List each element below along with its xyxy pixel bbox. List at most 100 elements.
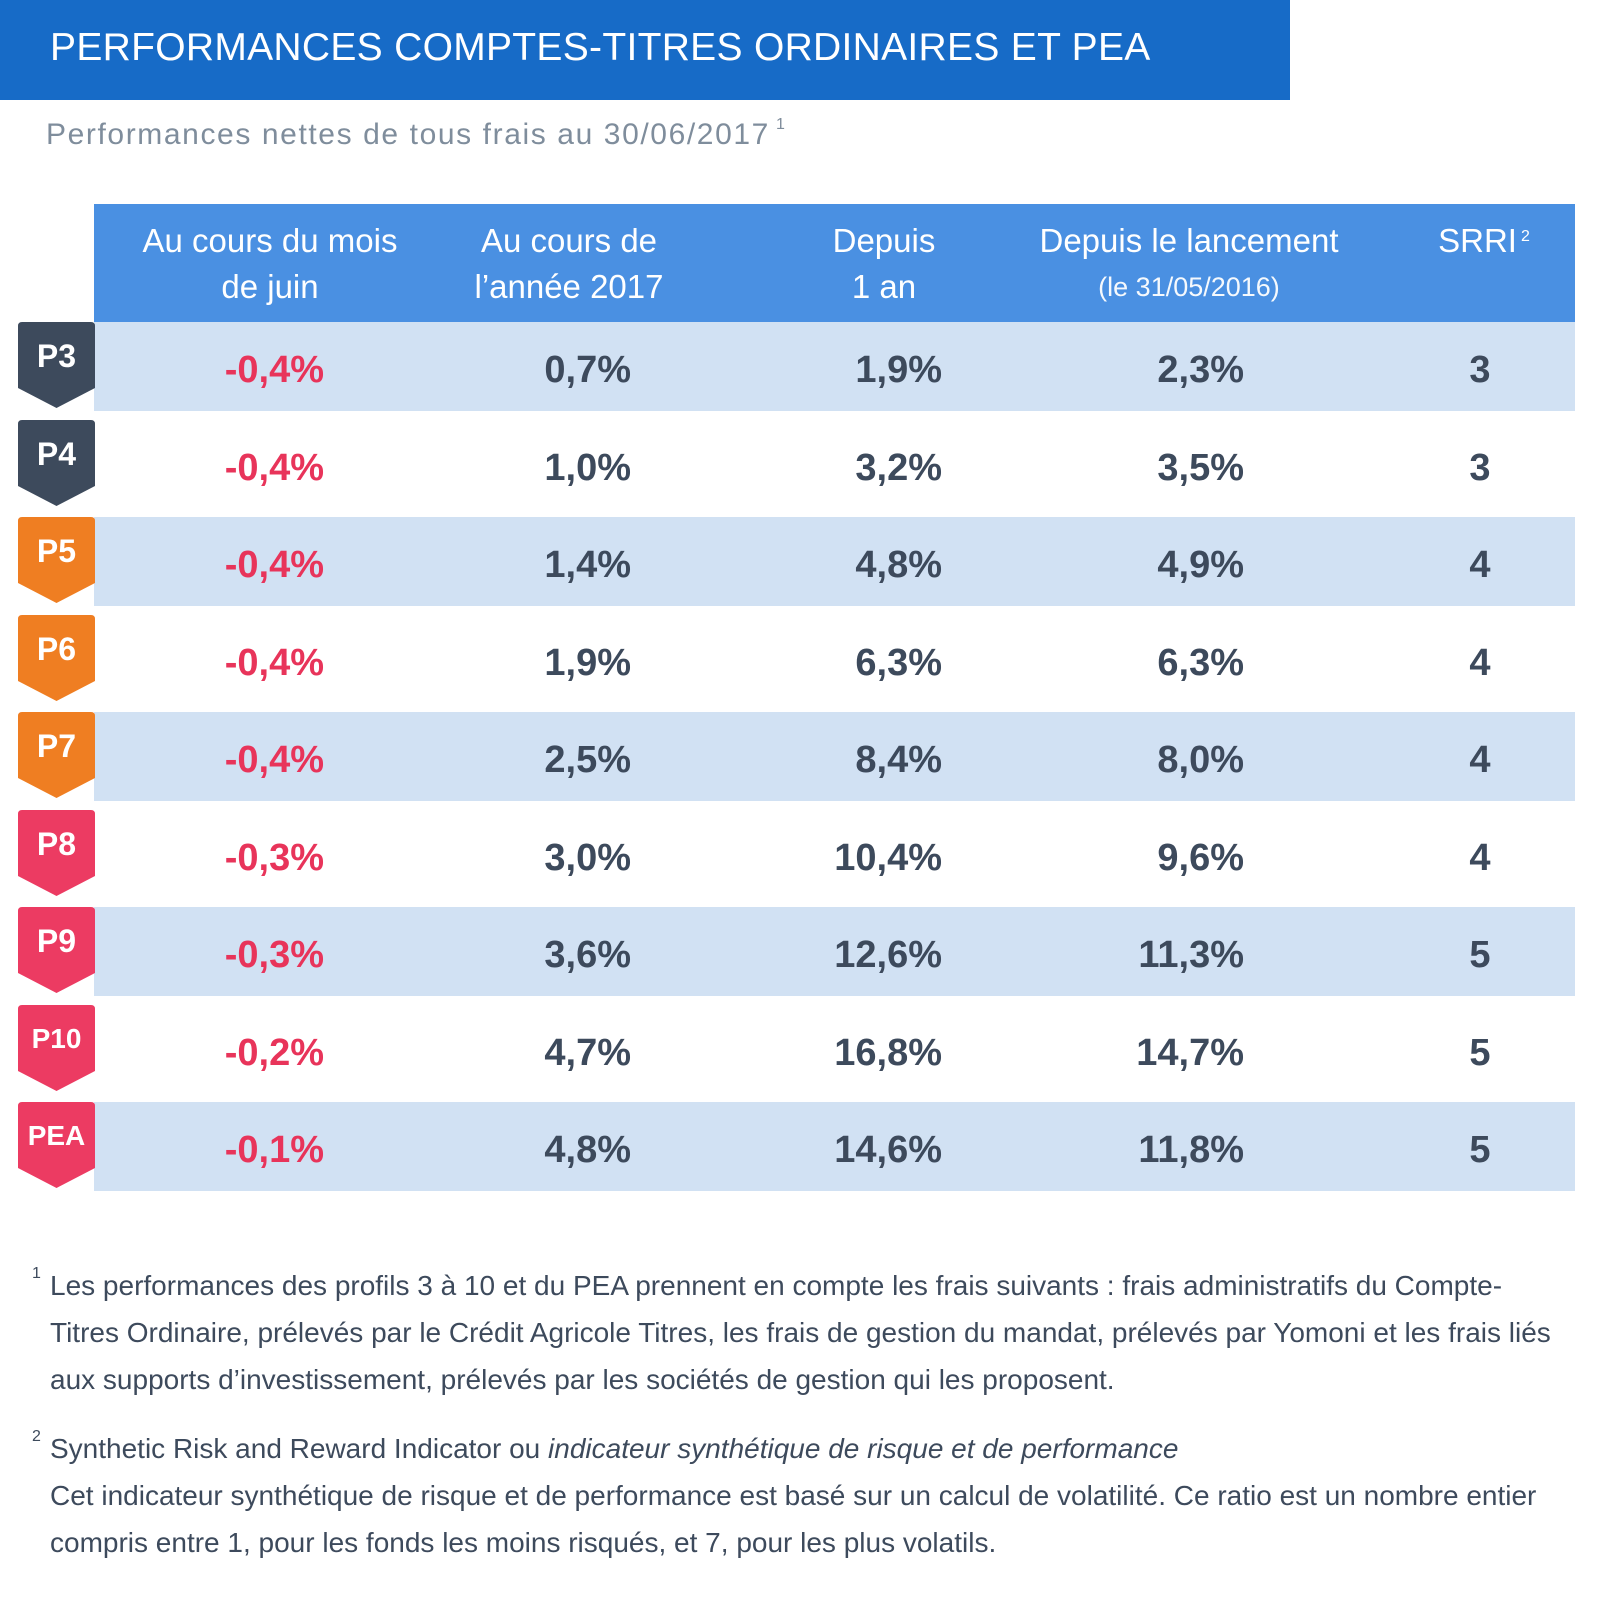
profile-badge: PEA (18, 1102, 95, 1191)
cell-year: 1,9% (544, 642, 631, 684)
cell-srri: 5 (1469, 1032, 1491, 1074)
cell-one-year: 12,6% (834, 934, 942, 976)
cell-since-launch: 11,8% (1138, 1129, 1244, 1171)
header-srri-line: SRRI 2 (1424, 218, 1544, 264)
footnote-2-text: Cet indicateur synthétique de risque et … (50, 1480, 1537, 1558)
table-row: -0,4% 2,5% 8,4% 8,0% 4 (94, 712, 1575, 801)
cell-year: 1,0% (544, 447, 631, 489)
cell-year: 1,4% (544, 544, 631, 586)
shield-icon (18, 712, 95, 798)
cell-month: -0,4% (224, 447, 324, 489)
cell-year: 3,0% (544, 837, 631, 879)
cell-srri: 3 (1469, 349, 1491, 391)
cell-since-launch: 14,7% (1136, 1032, 1244, 1074)
cell-since-launch: 2,3% (1157, 349, 1244, 391)
header-since-launch-line1: Depuis le lancement (1039, 222, 1339, 259)
cell-one-year: 8,4% (855, 739, 942, 781)
header-month-line2: de juin (221, 268, 319, 305)
cell-since-launch: 4,9% (1157, 544, 1244, 586)
header-one-year-line2: 1 an (851, 268, 917, 305)
profile-label: P8 (36, 826, 77, 862)
cell-srri: 5 (1469, 934, 1491, 976)
table-row: -0,3% 3,6% 12,6% 11,3% 5 (94, 907, 1575, 996)
table-row: -0,4% 0,7% 1,9% 2,3% 3 (94, 322, 1575, 411)
profile-badge: P7 (18, 712, 95, 801)
header-year: Au cours de l’année 2017 (424, 218, 714, 310)
profile-badge: P10 (18, 1005, 95, 1094)
cell-srri: 4 (1469, 642, 1491, 684)
header-since-launch: Depuis le lancement (le 31/05/2016) (984, 218, 1394, 310)
cell-srri: 3 (1469, 447, 1491, 489)
cell-since-launch: 8,0% (1157, 739, 1244, 781)
profile-badge: P9 (18, 907, 95, 996)
cell-month: -0,3% (224, 934, 324, 976)
footnotes: 1 Les performances des profils 3 à 10 et… (32, 1262, 1570, 1566)
cell-one-year: 6,3% (855, 642, 942, 684)
cell-month: -0,4% (224, 739, 324, 781)
shield-icon (18, 615, 95, 701)
shield-icon (18, 907, 95, 993)
table-row: -0,4% 1,4% 4,8% 4,9% 4 (94, 517, 1575, 606)
cell-since-launch: 11,3% (1138, 934, 1244, 976)
footnote-2-italic: indicateur synthétique de risque et de p… (548, 1433, 1179, 1464)
shield-icon (18, 1102, 95, 1188)
cell-srri: 4 (1469, 544, 1491, 586)
cell-month: -0,4% (224, 642, 324, 684)
shield-icon (18, 810, 95, 896)
profile-label: P5 (36, 533, 77, 569)
cell-month: -0,3% (224, 837, 324, 879)
table-header: Au cours du mois de juin Au cours de l’a… (94, 204, 1575, 322)
header-one-year-line1: Depuis (832, 222, 936, 259)
cell-since-launch: 6,3% (1157, 642, 1244, 684)
footnote-1: 1 Les performances des profils 3 à 10 et… (32, 1262, 1570, 1403)
table-row: -0,3% 3,0% 10,4% 9,6% 4 (94, 810, 1575, 899)
cell-one-year: 16,8% (834, 1032, 942, 1074)
table-row: -0,4% 1,0% 3,2% 3,5% 3 (94, 420, 1575, 509)
page-title: PERFORMANCES COMPTES-TITRES ORDINAIRES E… (0, 0, 1290, 100)
footnote-2-lead: Synthetic Risk and Reward Indicator ou (50, 1433, 541, 1464)
profile-badge: P6 (18, 615, 95, 704)
cell-one-year: 4,8% (855, 544, 942, 586)
shield-icon (18, 322, 95, 408)
header-year-line1: Au cours de (480, 222, 658, 259)
cell-year: 2,5% (544, 739, 631, 781)
profile-label: P6 (36, 631, 77, 667)
cell-month: -0,4% (224, 544, 324, 586)
cell-one-year: 10,4% (834, 837, 942, 879)
profile-badge: P5 (18, 517, 95, 606)
profile-label: P10 (31, 1023, 82, 1054)
footnote-2-mark: 2 (32, 1428, 41, 1445)
table-row: -0,4% 1,9% 6,3% 6,3% 4 (94, 615, 1575, 704)
header-srri-label: SRRI (1438, 222, 1517, 259)
header-one-year: Depuis 1 an (784, 218, 984, 310)
cell-one-year: 14,6% (834, 1129, 942, 1171)
cell-srri: 5 (1469, 1129, 1491, 1171)
header-since-launch-line2: (le 31/05/2016) (1098, 272, 1280, 302)
cell-year: 4,7% (544, 1032, 631, 1074)
cell-year: 0,7% (544, 349, 631, 391)
footnote-2: 2 Synthetic Risk and Reward Indicator ou… (32, 1425, 1570, 1566)
profile-label: P9 (36, 923, 77, 959)
cell-srri: 4 (1469, 837, 1491, 879)
shield-icon (18, 1005, 95, 1091)
cell-month: -0,1% (224, 1129, 324, 1171)
cell-since-launch: 3,5% (1157, 447, 1244, 489)
subtitle: Performances nettes de tous frais au 30/… (46, 116, 787, 152)
cell-month: -0,4% (224, 349, 324, 391)
shield-icon (18, 420, 95, 506)
shield-icon (18, 517, 95, 603)
footnote-1-text: Les performances des profils 3 à 10 et d… (50, 1270, 1551, 1395)
table-row: -0,1% 4,8% 14,6% 11,8% 5 (94, 1102, 1575, 1191)
header-year-line2: l’année 2017 (474, 268, 664, 305)
cell-year: 4,8% (544, 1129, 631, 1171)
cell-month: -0,2% (224, 1032, 324, 1074)
header-srri: SRRI 2 (1424, 218, 1544, 264)
profile-label: P7 (36, 728, 77, 764)
cell-one-year: 1,9% (855, 349, 942, 391)
profile-label: PEA (27, 1120, 86, 1151)
profile-label: P3 (36, 338, 77, 374)
table-row: -0,2% 4,7% 16,8% 14,7% 5 (94, 1005, 1575, 1094)
header-month: Au cours du mois de juin (94, 218, 446, 310)
profile-badge: P8 (18, 810, 95, 899)
subtitle-footnote-mark: 1 (775, 116, 787, 133)
